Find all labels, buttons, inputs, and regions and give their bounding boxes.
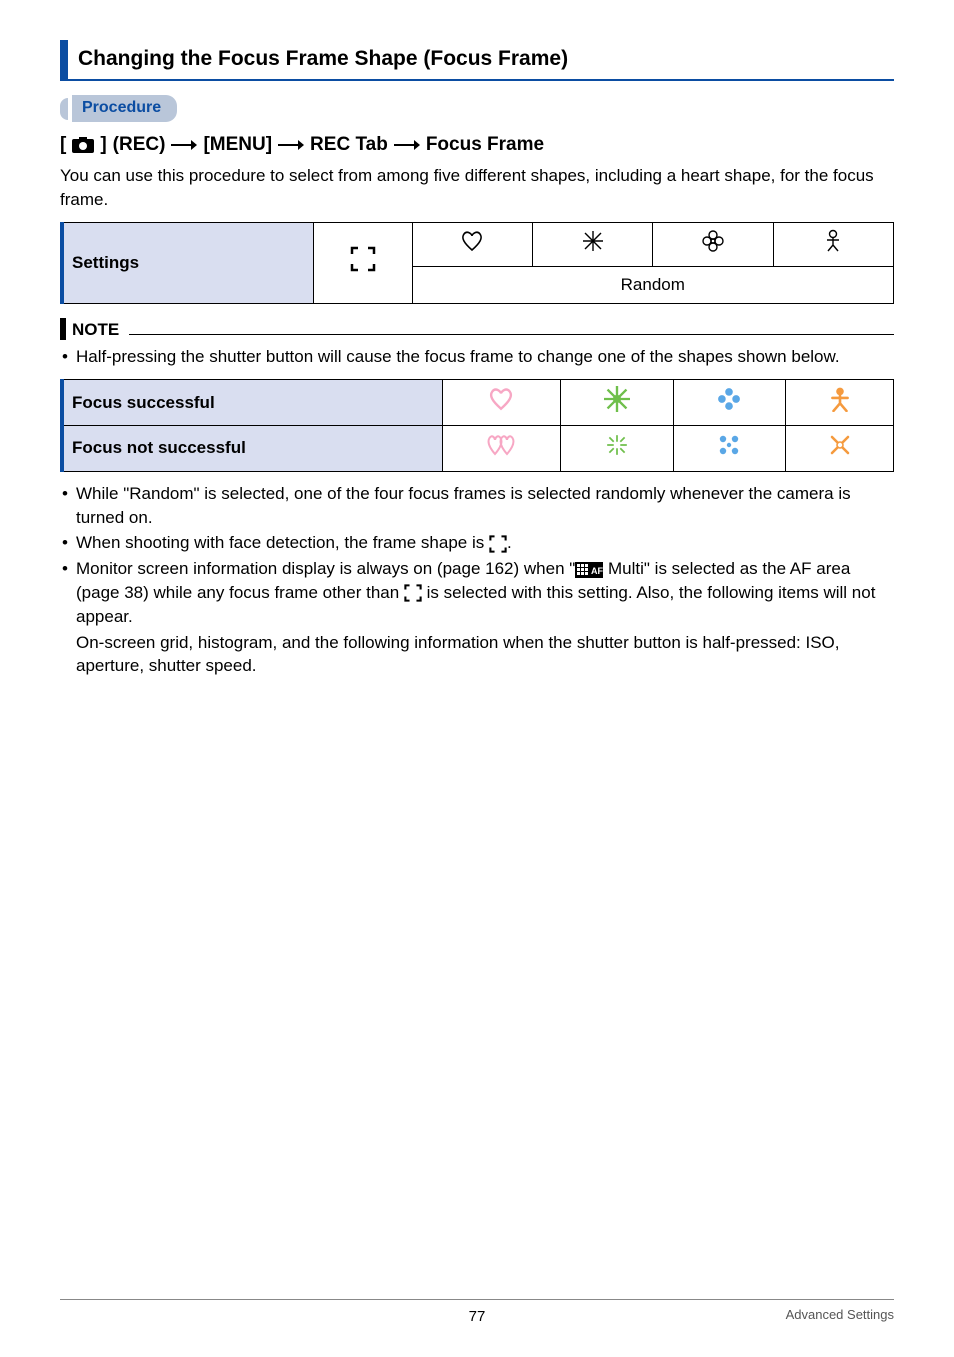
snowflake-success-cell	[560, 380, 673, 426]
frame-brackets-small-icon	[489, 535, 507, 553]
heart-outline-icon	[460, 230, 484, 252]
clover-cell	[653, 222, 773, 266]
arrow-icon	[394, 139, 420, 151]
page-number: 77	[60, 1306, 894, 1327]
note-bar	[60, 318, 66, 340]
snowflake-fail-cell	[560, 425, 673, 471]
note-label: NOTE	[72, 318, 119, 342]
snowflake-success-icon	[604, 386, 630, 412]
clover-outline-icon	[702, 230, 724, 252]
heart-cell	[412, 222, 532, 266]
path-rec: (REC)	[113, 132, 166, 159]
person-fail-icon	[828, 433, 852, 457]
clover-fail-cell	[673, 425, 786, 471]
camera-icon	[72, 137, 94, 153]
path-open: [	[60, 132, 66, 159]
frame-brackets-small-icon	[404, 584, 422, 602]
path-rectab: REC Tab	[310, 132, 388, 159]
section-header: Changing the Focus Frame Shape (Focus Fr…	[60, 40, 894, 81]
b3a: Monitor screen information display is al…	[76, 559, 575, 578]
settings-header: Settings	[62, 222, 314, 303]
menu-path: [ ] (REC) [MENU] REC Tab Focus Frame	[60, 132, 894, 159]
path-menu: [MENU]	[203, 132, 272, 159]
heart-fail-icon	[487, 433, 515, 457]
snowflake-fail-icon	[605, 433, 629, 457]
focus-fail-label: Focus not successful	[62, 425, 442, 471]
arrow-icon	[171, 139, 197, 151]
b3d: On-screen grid, histogram, and the follo…	[76, 631, 894, 679]
frame-brackets-icon	[350, 246, 376, 272]
heart-success-icon	[488, 387, 514, 411]
bullet-random: While "Random" is selected, one of the f…	[60, 482, 894, 530]
clover-fail-icon	[716, 432, 742, 458]
path-close: ]	[100, 132, 106, 159]
person-cell	[773, 222, 893, 266]
person-outline-icon	[823, 229, 843, 253]
b2a: When shooting with face detection, the f…	[76, 533, 489, 552]
svg-text:AF: AF	[591, 566, 603, 576]
multi-af-icon: AF	[575, 562, 603, 578]
heart-fail-cell	[442, 425, 560, 471]
footer-section: Advanced Settings	[786, 1306, 894, 1324]
procedure-stub	[60, 98, 68, 120]
section-title: Changing the Focus Frame Shape (Focus Fr…	[74, 40, 568, 79]
procedure-label: Procedure	[72, 95, 177, 121]
person-success-icon	[829, 386, 851, 412]
arrow-icon	[278, 139, 304, 151]
person-success-cell	[786, 380, 894, 426]
bullet-monitor: Monitor screen information display is al…	[60, 557, 894, 678]
note-list-2: While "Random" is selected, one of the f…	[60, 482, 894, 678]
path-focusframe: Focus Frame	[426, 132, 544, 159]
heart-success-cell	[442, 380, 560, 426]
b2b: .	[507, 533, 512, 552]
intro-text: You can use this procedure to select fro…	[60, 164, 894, 212]
section-header-bar	[60, 40, 68, 79]
procedure-pill: Procedure	[60, 95, 894, 121]
note-bullet-1: Half-pressing the shutter button will ca…	[60, 345, 894, 369]
note-header: NOTE	[60, 318, 894, 342]
clover-success-icon	[717, 387, 741, 411]
frame-brackets-cell	[314, 222, 412, 303]
focus-result-table: Focus successful	[60, 379, 894, 472]
snowflake-cell	[532, 222, 652, 266]
person-fail-cell	[786, 425, 894, 471]
note-list-1: Half-pressing the shutter button will ca…	[60, 345, 894, 369]
random-cell: Random	[412, 266, 893, 303]
snowflake-outline-icon	[582, 230, 604, 252]
page-footer: 77 Advanced Settings	[60, 1299, 894, 1327]
bullet-face-detection: When shooting with face detection, the f…	[60, 531, 894, 555]
focus-successful-label: Focus successful	[62, 380, 442, 426]
settings-table: Settings	[60, 222, 894, 304]
note-line	[129, 334, 894, 335]
clover-success-cell	[673, 380, 786, 426]
